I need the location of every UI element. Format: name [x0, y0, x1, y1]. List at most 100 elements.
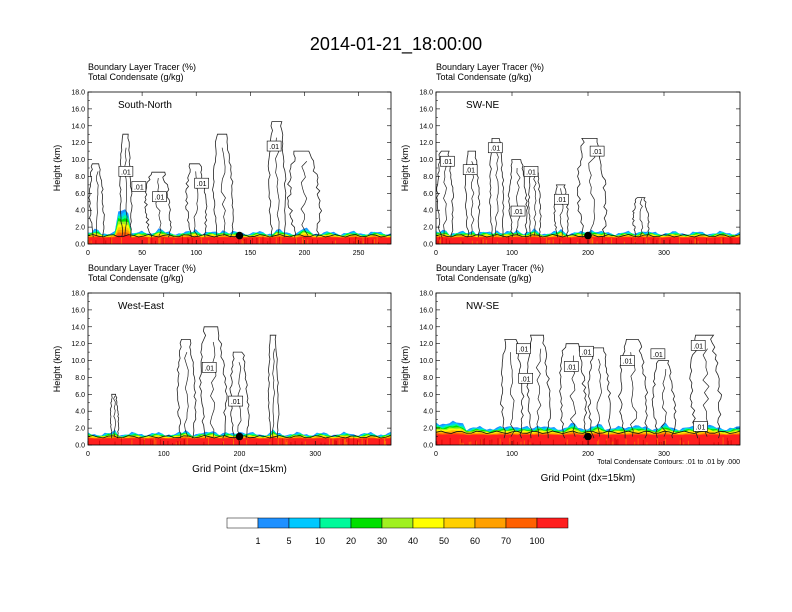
colorbar-cell: [350, 517, 383, 529]
condensate-contour: [88, 163, 105, 238]
colorbar: 1 5 10 20 30 40 50 60 70 100: [226, 517, 569, 546]
contour-label: .01: [579, 345, 594, 357]
y-tick-label: 8.0: [423, 174, 433, 181]
location-marker: [584, 432, 592, 441]
contour-label-box: [523, 166, 539, 177]
x-tick-label: 100: [158, 451, 170, 458]
contour-label: .01: [201, 362, 217, 373]
condensate-contour-low: [436, 430, 740, 435]
contour-label: .01: [693, 421, 708, 432]
y-tick-label: 0.0: [75, 242, 85, 249]
contour-label: .01: [523, 166, 539, 177]
condensate-contour: [176, 339, 197, 439]
x-tick-label: 200: [582, 250, 594, 257]
contour-label: .01: [510, 205, 526, 217]
condensate-contour: [630, 352, 638, 437]
panel-title-line: Total Condensate (g/kg): [88, 72, 184, 82]
condensate-contour: [185, 163, 208, 238]
condensate-contour: [272, 348, 275, 437]
panel-inner-label: South-North: [118, 100, 172, 111]
contour-label-box: [440, 155, 455, 167]
y-tick-label: 10.0: [419, 358, 433, 365]
y-tick-label: 2.0: [423, 225, 433, 232]
contour-label: .01: [516, 343, 531, 355]
x-tick-label: 50: [138, 250, 146, 257]
condensate-contour: [119, 133, 133, 238]
contour-label-box: [516, 343, 531, 355]
panel-title-line: Boundary Layer Tracer (%): [436, 263, 544, 273]
contour-label-text: .01: [269, 144, 279, 151]
y-tick-label: 10.0: [419, 157, 433, 164]
contour-label-box: [518, 372, 533, 384]
contour-label: .01: [563, 361, 579, 372]
condensate-contour: [631, 197, 650, 238]
contour-label-box: [620, 355, 635, 366]
condensate-contour: [95, 171, 99, 236]
contour-label-text: .01: [526, 169, 536, 176]
y-tick-label: 16.0: [419, 307, 433, 314]
y-axis-label: Height (km): [52, 145, 62, 192]
location-marker: [235, 432, 244, 441]
plot-background: [88, 293, 391, 445]
contour-label-box: [462, 164, 478, 175]
x-tick-label: 100: [506, 250, 518, 257]
contour-label-box: [266, 140, 282, 152]
y-tick-label: 6.0: [423, 392, 433, 399]
condensate-contour: [533, 174, 537, 236]
contour-label: .01: [194, 177, 209, 189]
contour-label: .01: [487, 142, 503, 154]
y-axis-label: Height (km): [400, 145, 410, 192]
condensate-contour: [209, 341, 217, 437]
condensate-contour: [576, 138, 608, 238]
condensate-contour: [212, 133, 234, 238]
panel-title-line: Boundary Layer Tracer (%): [88, 263, 196, 273]
x-tick-label: 0: [434, 250, 438, 257]
contour-label: .01: [650, 348, 666, 360]
y-tick-label: 12.0: [71, 140, 85, 147]
contour-label-box: [579, 345, 594, 357]
y-tick-label: 4.0: [423, 208, 433, 215]
condensate-contour: [515, 167, 521, 236]
y-tick-label: 16.0: [71, 106, 85, 113]
y-tick-label: 0.0: [423, 443, 433, 450]
colorbar-cell: [319, 517, 352, 529]
panel-title-line: Total Condensate (g/kg): [436, 72, 532, 82]
y-tick-label: 10.0: [71, 358, 85, 365]
condensate-contour: [109, 393, 120, 439]
condensate-contour: [443, 161, 447, 236]
contour-label-text: .01: [557, 197, 567, 204]
colorbar-cell: [536, 517, 569, 529]
y-axis-label: Height (km): [400, 346, 410, 393]
panel-inner-label: West-East: [118, 301, 164, 312]
y-tick-label: 8.0: [75, 174, 85, 181]
x-tick-label: 300: [658, 250, 670, 257]
plot-background: [436, 92, 740, 244]
x-tick-label: 100: [190, 250, 202, 257]
condensate-contour: [553, 184, 569, 238]
contour-label: .01: [266, 140, 282, 152]
colorbar-cell: [443, 517, 476, 529]
y-tick-label: 14.0: [419, 123, 433, 130]
contour-label: .01: [131, 181, 147, 192]
contour-label-text: .01: [490, 146, 500, 153]
panel-sw-ne: Boundary Layer Tracer (%)Total Condensat…: [400, 62, 741, 257]
y-tick-label: 14.0: [71, 324, 85, 331]
contour-label-text: .01: [465, 168, 475, 175]
condensate-contour: [689, 334, 723, 439]
colorbar-label: 50: [439, 536, 449, 546]
condensate-contour: [526, 334, 551, 439]
contour-label-text: .01: [592, 149, 602, 156]
condensate-contour: [495, 150, 499, 236]
colorbar-cell: [505, 517, 538, 529]
condensate-contour: [124, 147, 128, 236]
panel-west-east: Boundary Layer Tracer (%)Total Condensat…: [52, 263, 392, 475]
contour-label-text: .01: [582, 349, 592, 356]
contour-label: .01: [690, 340, 706, 351]
condensate-contour: [300, 160, 309, 236]
y-tick-label: 8.0: [423, 375, 433, 382]
condensate-contour: [489, 138, 505, 238]
x-axis-label: Grid Point (dx=15km): [541, 473, 636, 484]
location-marker: [235, 231, 244, 240]
x-tick-label: 0: [86, 451, 90, 458]
contour-label: .01: [462, 164, 478, 175]
